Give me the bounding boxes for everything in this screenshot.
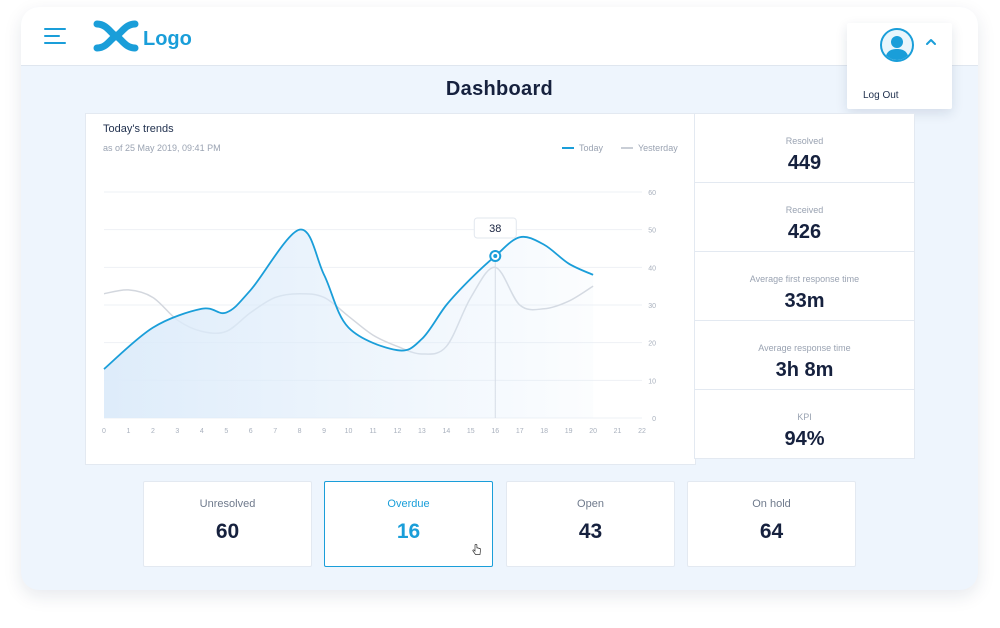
tile-label: On hold bbox=[752, 498, 791, 510]
tooltip-box bbox=[473, 217, 517, 239]
hamburger-menu-icon[interactable] bbox=[44, 28, 68, 48]
y-tick-label: 30 bbox=[648, 303, 656, 310]
x-tick-label: 13 bbox=[418, 428, 426, 435]
tile-label: Open bbox=[577, 498, 604, 510]
chevron-up-icon[interactable] bbox=[925, 37, 937, 47]
tile-value: 64 bbox=[759, 520, 784, 543]
x-tick-label: 5 bbox=[224, 428, 228, 435]
x-tick-label: 14 bbox=[442, 428, 450, 435]
user-menu-dropdown: Log Out bbox=[847, 23, 952, 109]
series-line-today bbox=[103, 228, 594, 370]
x-tick-label: 1 bbox=[127, 428, 131, 435]
stat-avg-first-response: Average first response time 33m bbox=[694, 251, 915, 321]
logout-menu-item[interactable]: Log Out bbox=[863, 90, 899, 101]
tile-label: Overdue bbox=[387, 498, 430, 510]
x-tick-label: 20 bbox=[589, 428, 597, 435]
legend-swatch bbox=[562, 147, 574, 149]
logo[interactable]: Logo bbox=[93, 17, 192, 55]
y-tick-label: 0 bbox=[652, 416, 656, 423]
y-tick-label: 20 bbox=[648, 341, 656, 348]
x-tick-label: 22 bbox=[638, 428, 646, 435]
x-tick-label: 21 bbox=[614, 428, 622, 435]
tile-unresolved[interactable]: Unresolved 60 bbox=[143, 481, 312, 567]
y-tick-label: 10 bbox=[648, 378, 656, 385]
stat-value: 426 bbox=[787, 221, 822, 243]
stat-label: Received bbox=[785, 205, 824, 215]
tile-label: Unresolved bbox=[199, 498, 256, 510]
stat-resolved: Resolved 449 bbox=[694, 113, 915, 183]
x-tick-label: 9 bbox=[322, 428, 326, 435]
x-tick-label: 3 bbox=[175, 428, 179, 435]
stat-value: 3h 8m bbox=[775, 359, 834, 381]
tile-on-hold[interactable]: On hold 64 bbox=[687, 481, 856, 567]
stat-kpi: KPI 94% bbox=[694, 389, 915, 459]
chart-title: Today's trends bbox=[103, 123, 174, 135]
legend-item-yesterday: Yesterday bbox=[621, 143, 678, 153]
x-tick-label: 2 bbox=[151, 428, 155, 435]
stats-panel: Resolved 449 Received 426 Average first … bbox=[694, 113, 915, 463]
stat-label: Resolved bbox=[785, 136, 824, 146]
page-title: Dashboard bbox=[445, 78, 554, 100]
logo-text: Logo bbox=[143, 27, 192, 50]
tile-value: 60 bbox=[215, 520, 240, 543]
x-tick-label: 6 bbox=[249, 428, 253, 435]
x-tick-label: 11 bbox=[369, 428, 376, 435]
chart-subtitle: as of 25 May 2019, 09:41 PM bbox=[103, 143, 221, 153]
x-tick-label: 17 bbox=[516, 428, 524, 435]
stat-value: 94% bbox=[784, 428, 825, 450]
legend-label: Today bbox=[579, 143, 604, 153]
tile-overdue[interactable]: Overdue 16 bbox=[324, 481, 493, 567]
stat-label: KPI bbox=[797, 412, 812, 422]
stat-avg-response: Average response time 3h 8m bbox=[694, 320, 915, 390]
x-tick-label: 16 bbox=[491, 428, 499, 435]
tile-value: 43 bbox=[578, 520, 603, 543]
x-tick-label: 12 bbox=[394, 428, 402, 435]
x-tick-label: 0 bbox=[102, 428, 106, 435]
logo-mark-icon bbox=[93, 20, 139, 52]
y-tick-label: 40 bbox=[648, 265, 656, 272]
x-tick-label: 15 bbox=[467, 428, 475, 435]
legend-label: Yesterday bbox=[638, 143, 678, 153]
stat-value: 33m bbox=[784, 290, 825, 312]
x-tick-label: 10 bbox=[345, 428, 353, 435]
trends-chart-card: Today's trends as of 25 May 2019, 09:41 … bbox=[85, 113, 696, 465]
top-bar: Logo bbox=[21, 7, 978, 66]
stat-value: 449 bbox=[787, 152, 822, 174]
x-tick-label: 4 bbox=[200, 428, 204, 435]
hand-cursor-icon bbox=[472, 544, 481, 555]
series-area-today bbox=[104, 229, 594, 418]
x-tick-label: 8 bbox=[298, 428, 302, 435]
x-tick-label: 7 bbox=[273, 428, 277, 435]
tile-open[interactable]: Open 43 bbox=[506, 481, 675, 567]
legend-swatch bbox=[621, 147, 633, 149]
app-window: Logo Log Out Dashboard Today's trends as… bbox=[21, 7, 978, 590]
tooltip-value: 38 bbox=[489, 223, 501, 235]
stat-label: Average response time bbox=[758, 343, 851, 353]
y-tick-label: 60 bbox=[648, 190, 656, 197]
stat-received: Received 426 bbox=[694, 182, 915, 252]
x-tick-label: 18 bbox=[540, 428, 548, 435]
tile-value: 16 bbox=[396, 520, 421, 543]
highlight-point-center bbox=[493, 254, 498, 259]
y-tick-label: 50 bbox=[648, 228, 656, 235]
stat-label: Average first response time bbox=[749, 274, 860, 284]
user-avatar-icon[interactable] bbox=[880, 28, 914, 62]
x-tick-label: 19 bbox=[565, 428, 573, 435]
legend-item-today: Today bbox=[562, 143, 603, 153]
